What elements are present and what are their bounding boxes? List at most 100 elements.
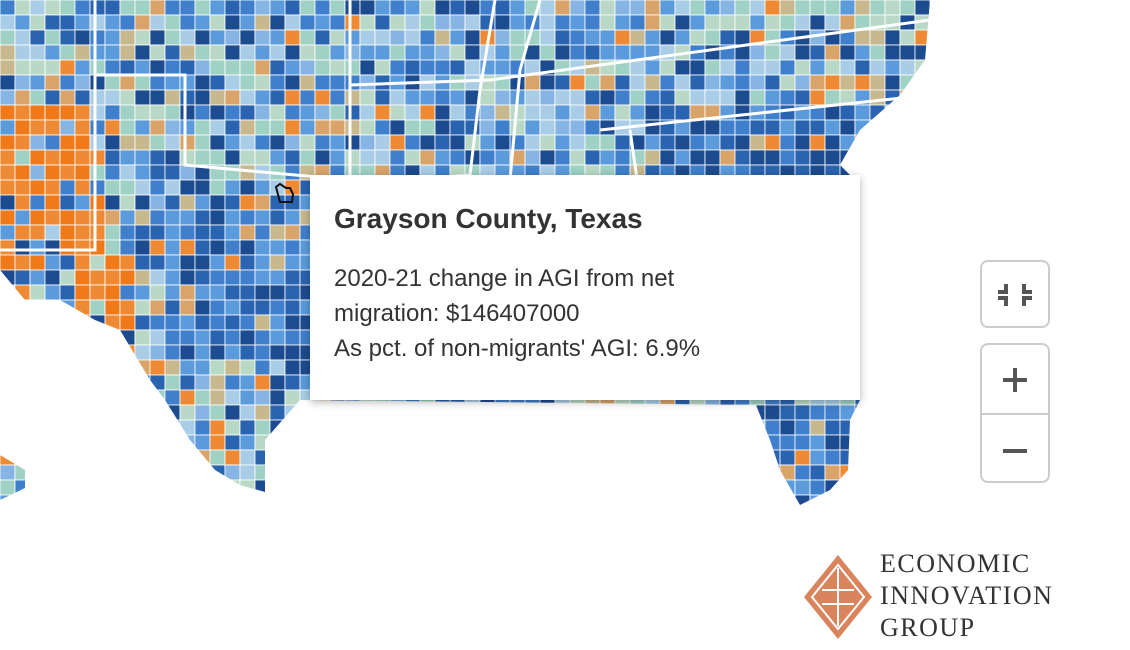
county[interactable]: [239, 119, 256, 136]
county[interactable]: [15, 510, 30, 525]
county[interactable]: [104, 44, 121, 61]
county[interactable]: [269, 104, 286, 121]
county[interactable]: [29, 494, 46, 510]
county[interactable]: [119, 194, 136, 211]
county[interactable]: [569, 0, 586, 16]
county[interactable]: [644, 89, 661, 106]
county[interactable]: [404, 104, 421, 121]
county[interactable]: [704, 14, 721, 31]
fullscreen-button[interactable]: [980, 260, 1050, 328]
county[interactable]: [479, 149, 496, 166]
county[interactable]: [884, 464, 901, 481]
county[interactable]: [104, 29, 121, 46]
county[interactable]: [809, 74, 826, 91]
county[interactable]: [89, 0, 106, 16]
county[interactable]: [704, 404, 721, 421]
county[interactable]: [314, 0, 331, 16]
county[interactable]: [449, 89, 466, 106]
county[interactable]: [134, 314, 151, 331]
county[interactable]: [254, 344, 271, 361]
county[interactable]: [195, 510, 210, 525]
county[interactable]: [329, 59, 346, 76]
county[interactable]: [74, 134, 91, 151]
county[interactable]: [299, 134, 316, 151]
county[interactable]: [554, 74, 571, 91]
county[interactable]: [119, 359, 136, 376]
county[interactable]: [449, 14, 466, 31]
county[interactable]: [269, 239, 286, 256]
county[interactable]: [209, 44, 226, 61]
county[interactable]: [629, 404, 646, 421]
county[interactable]: [764, 434, 781, 451]
county[interactable]: [0, 449, 16, 466]
county[interactable]: [899, 194, 916, 211]
county[interactable]: [449, 104, 466, 121]
county[interactable]: [59, 209, 76, 226]
county[interactable]: [779, 44, 796, 61]
county[interactable]: [884, 494, 901, 510]
county[interactable]: [284, 434, 301, 451]
county[interactable]: [0, 299, 16, 316]
county[interactable]: [119, 449, 136, 466]
county[interactable]: [464, 419, 481, 436]
county[interactable]: [600, 510, 615, 525]
county[interactable]: [89, 59, 106, 76]
county[interactable]: [329, 29, 346, 46]
county[interactable]: [704, 434, 721, 451]
county[interactable]: [0, 29, 16, 46]
county[interactable]: [794, 89, 811, 106]
county[interactable]: [479, 449, 496, 466]
county[interactable]: [59, 329, 76, 346]
county[interactable]: [224, 209, 241, 226]
county[interactable]: [14, 389, 31, 406]
county[interactable]: [869, 299, 886, 316]
county[interactable]: [0, 74, 16, 91]
county[interactable]: [194, 179, 211, 196]
county[interactable]: [299, 494, 316, 510]
county[interactable]: [359, 494, 376, 510]
county[interactable]: [59, 449, 76, 466]
county[interactable]: [914, 239, 930, 256]
county[interactable]: [164, 479, 181, 496]
county[interactable]: [239, 359, 256, 376]
county[interactable]: [839, 419, 856, 436]
county[interactable]: [344, 419, 361, 436]
county[interactable]: [539, 404, 556, 421]
county[interactable]: [929, 389, 945, 406]
county[interactable]: [494, 44, 511, 61]
county[interactable]: [464, 74, 481, 91]
county[interactable]: [224, 164, 241, 181]
county[interactable]: [89, 479, 106, 496]
county[interactable]: [269, 404, 286, 421]
county[interactable]: [734, 29, 751, 46]
county[interactable]: [224, 374, 241, 391]
county[interactable]: [224, 464, 241, 481]
county[interactable]: [359, 14, 376, 31]
county[interactable]: [599, 14, 616, 31]
county[interactable]: [164, 119, 181, 136]
county[interactable]: [389, 419, 406, 436]
county[interactable]: [179, 404, 196, 421]
county[interactable]: [404, 494, 421, 510]
county[interactable]: [914, 344, 930, 361]
county[interactable]: [44, 209, 61, 226]
county[interactable]: [119, 254, 136, 271]
county[interactable]: [629, 434, 646, 451]
county[interactable]: [419, 479, 436, 496]
county[interactable]: [899, 164, 916, 181]
county[interactable]: [824, 119, 841, 136]
county[interactable]: [74, 359, 91, 376]
county[interactable]: [719, 449, 736, 466]
county[interactable]: [779, 59, 796, 76]
county[interactable]: [104, 389, 121, 406]
county[interactable]: [869, 194, 886, 211]
county[interactable]: [675, 510, 690, 525]
county[interactable]: [614, 14, 631, 31]
county[interactable]: [494, 29, 511, 46]
county[interactable]: [194, 224, 211, 241]
county[interactable]: [899, 419, 916, 436]
county[interactable]: [104, 194, 121, 211]
county[interactable]: [419, 89, 436, 106]
county[interactable]: [659, 479, 676, 496]
county[interactable]: [74, 59, 91, 76]
